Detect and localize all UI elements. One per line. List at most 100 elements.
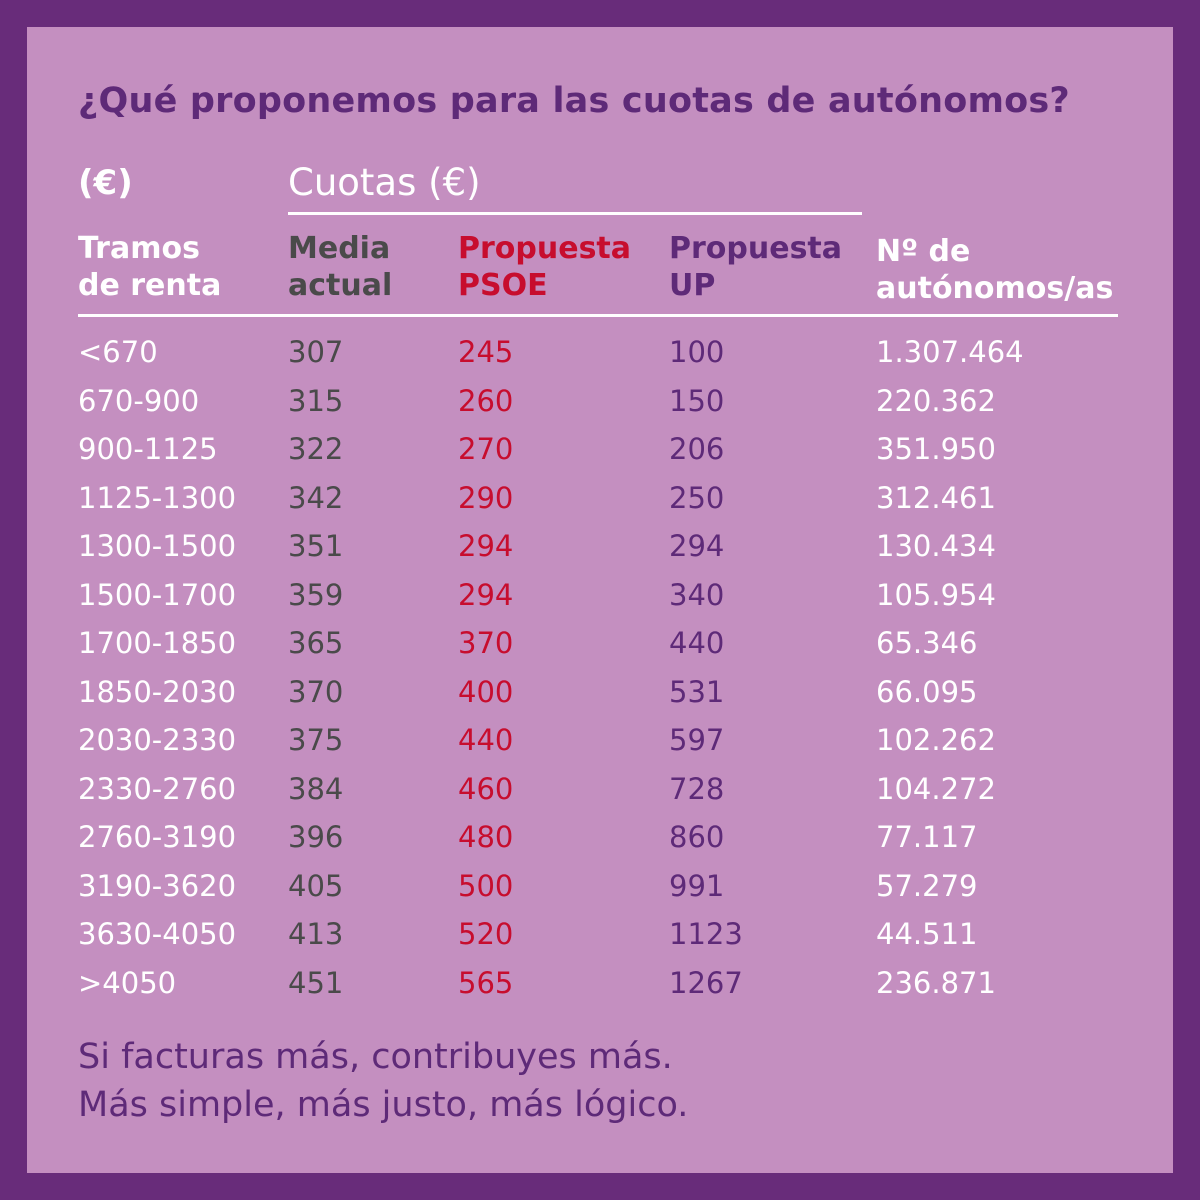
cell-num: 105.954 bbox=[876, 577, 996, 612]
cell-renta: 2330-2760 bbox=[78, 771, 237, 806]
table-row: 1125-1300 342 290 250 312.461 bbox=[27, 478, 1173, 527]
header-psoe-line-2: PSOE bbox=[458, 268, 548, 303]
cell-num: 351.950 bbox=[876, 432, 996, 466]
cell-num: 77.117 bbox=[876, 820, 978, 854]
cell-up: 1123 bbox=[669, 917, 743, 951]
cell-psoe: 565 bbox=[458, 965, 514, 1000]
cell-num: 102.262 bbox=[876, 723, 996, 757]
cell-num: 65.346 bbox=[876, 626, 978, 660]
table-row: 2030-2330 375 440 597 102.262 bbox=[27, 720, 1173, 769]
header-media-line-2: actual bbox=[288, 268, 393, 303]
cell-media: 396 bbox=[288, 820, 344, 854]
table-row: 2760-3190 396 480 860 77.117 bbox=[27, 817, 1173, 866]
footer-line-1: Si facturas más, contribuyes más. bbox=[78, 1037, 673, 1077]
cell-psoe: 294 bbox=[458, 529, 514, 563]
cell-num: 220.362 bbox=[876, 383, 996, 418]
table-body: <670 307 245 100 1.307.464 670-900 315 2… bbox=[27, 332, 1173, 1011]
cell-up: 1267 bbox=[669, 965, 743, 1000]
cell-renta: <670 bbox=[78, 335, 158, 369]
cell-media: 370 bbox=[288, 674, 344, 709]
cell-media: 413 bbox=[288, 917, 344, 951]
cell-up: 531 bbox=[669, 674, 725, 709]
cell-renta: 1125-1300 bbox=[78, 480, 237, 515]
cell-media: 451 bbox=[288, 965, 344, 1000]
table-row: 2330-2760 384 460 728 104.272 bbox=[27, 769, 1173, 818]
cell-psoe: 520 bbox=[458, 917, 514, 951]
cell-psoe: 270 bbox=[458, 432, 514, 466]
table-row: >4050 451 565 1267 236.871 bbox=[27, 963, 1173, 1012]
table-row: 3190-3620 405 500 991 57.279 bbox=[27, 866, 1173, 915]
header-num: Nº de autónomos/as bbox=[876, 233, 1113, 307]
cell-psoe: 294 bbox=[458, 577, 514, 612]
cell-up: 250 bbox=[669, 480, 725, 515]
header-up-line-1: Propuesta bbox=[669, 231, 843, 266]
table-row: 1500-1700 359 294 340 105.954 bbox=[27, 575, 1173, 624]
cell-num: 66.095 bbox=[876, 674, 978, 709]
cell-renta: 900-1125 bbox=[78, 432, 218, 466]
header-up-line-2: UP bbox=[669, 268, 716, 303]
header-psoe: Propuesta PSOE bbox=[458, 230, 631, 304]
header-psoe-line-1: Propuesta bbox=[458, 231, 632, 266]
cell-renta: 3190-3620 bbox=[78, 868, 237, 903]
cell-renta: 2760-3190 bbox=[78, 820, 237, 854]
header-media-line-1: Media bbox=[288, 231, 391, 266]
cell-media: 375 bbox=[288, 723, 344, 757]
cell-media: 322 bbox=[288, 432, 344, 466]
cell-psoe: 245 bbox=[458, 335, 514, 369]
table-row: 3630-4050 413 520 1123 44.511 bbox=[27, 914, 1173, 963]
header-renta-line-2: de renta bbox=[78, 268, 222, 303]
cell-psoe: 260 bbox=[458, 383, 514, 418]
cuotas-divider bbox=[288, 212, 862, 215]
cell-media: 405 bbox=[288, 868, 344, 903]
cell-up: 100 bbox=[669, 335, 725, 369]
cell-up: 150 bbox=[669, 383, 725, 418]
cell-num: 312.461 bbox=[876, 480, 996, 515]
cell-psoe: 440 bbox=[458, 723, 514, 757]
footer-slogan: Si facturas más, contribuyes más. Más si… bbox=[78, 1033, 688, 1129]
page-title: ¿Qué proponemos para las cuotas de autón… bbox=[78, 81, 1070, 121]
cell-renta: 670-900 bbox=[78, 383, 200, 418]
cell-renta: 1500-1700 bbox=[78, 577, 237, 612]
cell-num: 57.279 bbox=[876, 868, 978, 903]
cell-media: 315 bbox=[288, 383, 344, 418]
header-renta: Tramos de renta bbox=[78, 230, 221, 304]
header-num-line-1: Nº de bbox=[876, 234, 971, 269]
cell-renta: 3630-4050 bbox=[78, 917, 237, 951]
cell-up: 440 bbox=[669, 626, 725, 660]
cell-media: 384 bbox=[288, 771, 344, 806]
cell-media: 342 bbox=[288, 480, 344, 515]
header-media: Media actual bbox=[288, 230, 392, 304]
cell-media: 365 bbox=[288, 626, 344, 660]
header-up: Propuesta UP bbox=[669, 230, 842, 304]
cell-psoe: 400 bbox=[458, 674, 514, 709]
cell-up: 206 bbox=[669, 432, 725, 466]
cell-renta: 1300-1500 bbox=[78, 529, 237, 563]
infographic-panel: ¿Qué proponemos para las cuotas de autón… bbox=[27, 27, 1173, 1173]
table-row: 1300-1500 351 294 294 130.434 bbox=[27, 526, 1173, 575]
table-row: 670-900 315 260 150 220.362 bbox=[27, 381, 1173, 430]
cell-num: 130.434 bbox=[876, 529, 996, 563]
cell-renta: 1700-1850 bbox=[78, 626, 237, 660]
cell-num: 44.511 bbox=[876, 917, 978, 951]
cell-up: 340 bbox=[669, 577, 725, 612]
cell-up: 728 bbox=[669, 771, 725, 806]
footer-line-2: Más simple, más justo, más lógico. bbox=[78, 1085, 689, 1125]
table-row: 1700-1850 365 370 440 65.346 bbox=[27, 623, 1173, 672]
table-row: 900-1125 322 270 206 351.950 bbox=[27, 429, 1173, 478]
cell-renta: 2030-2330 bbox=[78, 723, 237, 757]
cell-psoe: 290 bbox=[458, 480, 514, 515]
cell-up: 294 bbox=[669, 529, 725, 563]
cell-psoe: 500 bbox=[458, 868, 514, 903]
cell-num: 236.871 bbox=[876, 965, 996, 1000]
cell-num: 1.307.464 bbox=[876, 335, 1024, 369]
cell-up: 597 bbox=[669, 723, 725, 757]
table-row: 1850-2030 370 400 531 66.095 bbox=[27, 672, 1173, 721]
cell-psoe: 480 bbox=[458, 820, 514, 854]
cell-up: 991 bbox=[669, 868, 725, 903]
table-row: <670 307 245 100 1.307.464 bbox=[27, 332, 1173, 381]
header-divider bbox=[78, 314, 1118, 317]
header-num-line-2: autónomos/as bbox=[876, 271, 1114, 306]
cell-num: 104.272 bbox=[876, 771, 996, 806]
cell-media: 351 bbox=[288, 529, 344, 563]
renta-unit-label: (€) bbox=[78, 163, 133, 203]
